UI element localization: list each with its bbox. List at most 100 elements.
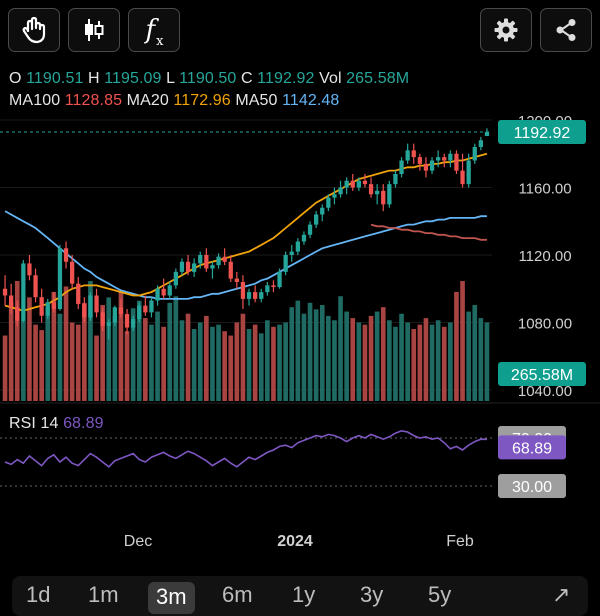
candle [289, 251, 294, 255]
ohlc-legend: O 1190.51 H 1195.09 L 1190.50 C 1192.92 … [9, 70, 409, 88]
timeframe-3m[interactable]: 3m [148, 582, 195, 614]
candle [228, 261, 233, 279]
volume-bar [100, 305, 105, 401]
volume-bar [289, 307, 295, 401]
candle [442, 157, 447, 161]
high-value: 1195.09 [104, 70, 162, 87]
close-value: 1192.92 [257, 70, 315, 87]
volume-bar [51, 291, 57, 401]
candle [259, 292, 264, 299]
volume-bar [234, 322, 240, 401]
candle [131, 319, 136, 328]
candle [375, 190, 380, 195]
candle [45, 302, 50, 316]
candle [393, 174, 398, 185]
rsi-value-tag [498, 435, 566, 460]
volume-bar [179, 320, 185, 401]
candle [350, 180, 355, 188]
volume-bar [106, 297, 112, 401]
timeframe-1d[interactable]: 1d [26, 582, 51, 607]
candle [39, 297, 44, 316]
timeframe-5y[interactable]: 5y [428, 582, 452, 607]
volume-bar [307, 302, 313, 401]
volume-bar [393, 326, 398, 401]
volume-label: Vol [319, 70, 342, 87]
candle [2, 288, 8, 296]
high-label: H [88, 70, 100, 87]
volume-bar [332, 320, 337, 401]
rsi-30-tag [498, 474, 566, 498]
volume-bar [112, 315, 118, 401]
ma20-label: MA20 [126, 92, 169, 109]
volume-bar [265, 320, 270, 401]
volume-bar [191, 329, 197, 401]
last-price-tag-label: 1192.92 [514, 125, 571, 142]
price-chart[interactable]: 1200.001160.001120.001080.001040.001192.… [0, 0, 600, 600]
open-value: 1190.51 [26, 70, 84, 87]
rsi-30-tag-label: 30.00 [512, 479, 552, 496]
volume-bar [368, 315, 374, 401]
candle [155, 288, 160, 301]
volume-bar [448, 322, 453, 401]
volume-bar [21, 319, 26, 401]
volume-bar [460, 281, 465, 401]
time-axis-label: 2024 [277, 533, 313, 550]
candle [100, 312, 105, 326]
candle [70, 261, 75, 284]
volume-bar [88, 281, 93, 401]
candle [9, 295, 14, 308]
candle [314, 214, 319, 225]
chart-type-button[interactable] [68, 8, 120, 52]
volume-bar [271, 326, 276, 401]
timeframe-1m[interactable]: 1m [88, 582, 119, 607]
last-price-tag [498, 119, 586, 144]
candle [277, 271, 282, 288]
volume-bar [197, 322, 203, 401]
ma-legend: MA100 1128.85 MA20 1172.96 MA50 1142.48 [9, 92, 339, 110]
volume-bar [143, 318, 148, 401]
candle [27, 263, 32, 276]
candle [106, 322, 111, 326]
timeframe-6m[interactable]: 6m [222, 582, 253, 607]
candle [179, 261, 185, 272]
volume-bar [411, 329, 417, 401]
timeframe-3y[interactable]: 3y [360, 582, 384, 607]
timeframe-1y[interactable]: 1y [292, 582, 316, 607]
volume-bar [478, 318, 484, 401]
candle [198, 255, 203, 264]
candle [118, 307, 124, 315]
candle [167, 285, 172, 296]
candle [192, 263, 197, 272]
volume-bar [399, 313, 404, 401]
candle [240, 282, 246, 299]
settings-button[interactable] [480, 8, 532, 52]
volume-bar [75, 324, 81, 401]
rsi-value-tag-label: 68.89 [512, 440, 552, 457]
volume-bar [356, 322, 362, 401]
volume-bar [173, 296, 179, 401]
candle [448, 153, 453, 161]
price-tick-label: 1040.00 [518, 383, 572, 400]
volume-bar [228, 335, 234, 401]
volume-bar [216, 324, 221, 401]
drawing-tool-button[interactable] [8, 8, 60, 52]
time-axis-label: Dec [124, 533, 152, 550]
candle [63, 248, 69, 262]
candlestick-icon [85, 19, 104, 41]
candle [478, 140, 483, 147]
volume-bar [240, 313, 246, 401]
expand-icon[interactable]: ↗ [552, 582, 571, 607]
candle [472, 147, 477, 161]
candle [21, 263, 26, 321]
share-button[interactable] [540, 8, 592, 52]
indicators-button[interactable]: fx [128, 8, 180, 52]
candle [301, 234, 307, 242]
candle [173, 271, 178, 286]
candle [185, 261, 191, 272]
volume-bar [374, 311, 380, 401]
candle [399, 160, 404, 174]
candle [88, 295, 93, 318]
candle [460, 170, 465, 185]
volume-bar [362, 324, 368, 401]
candle [161, 288, 166, 296]
